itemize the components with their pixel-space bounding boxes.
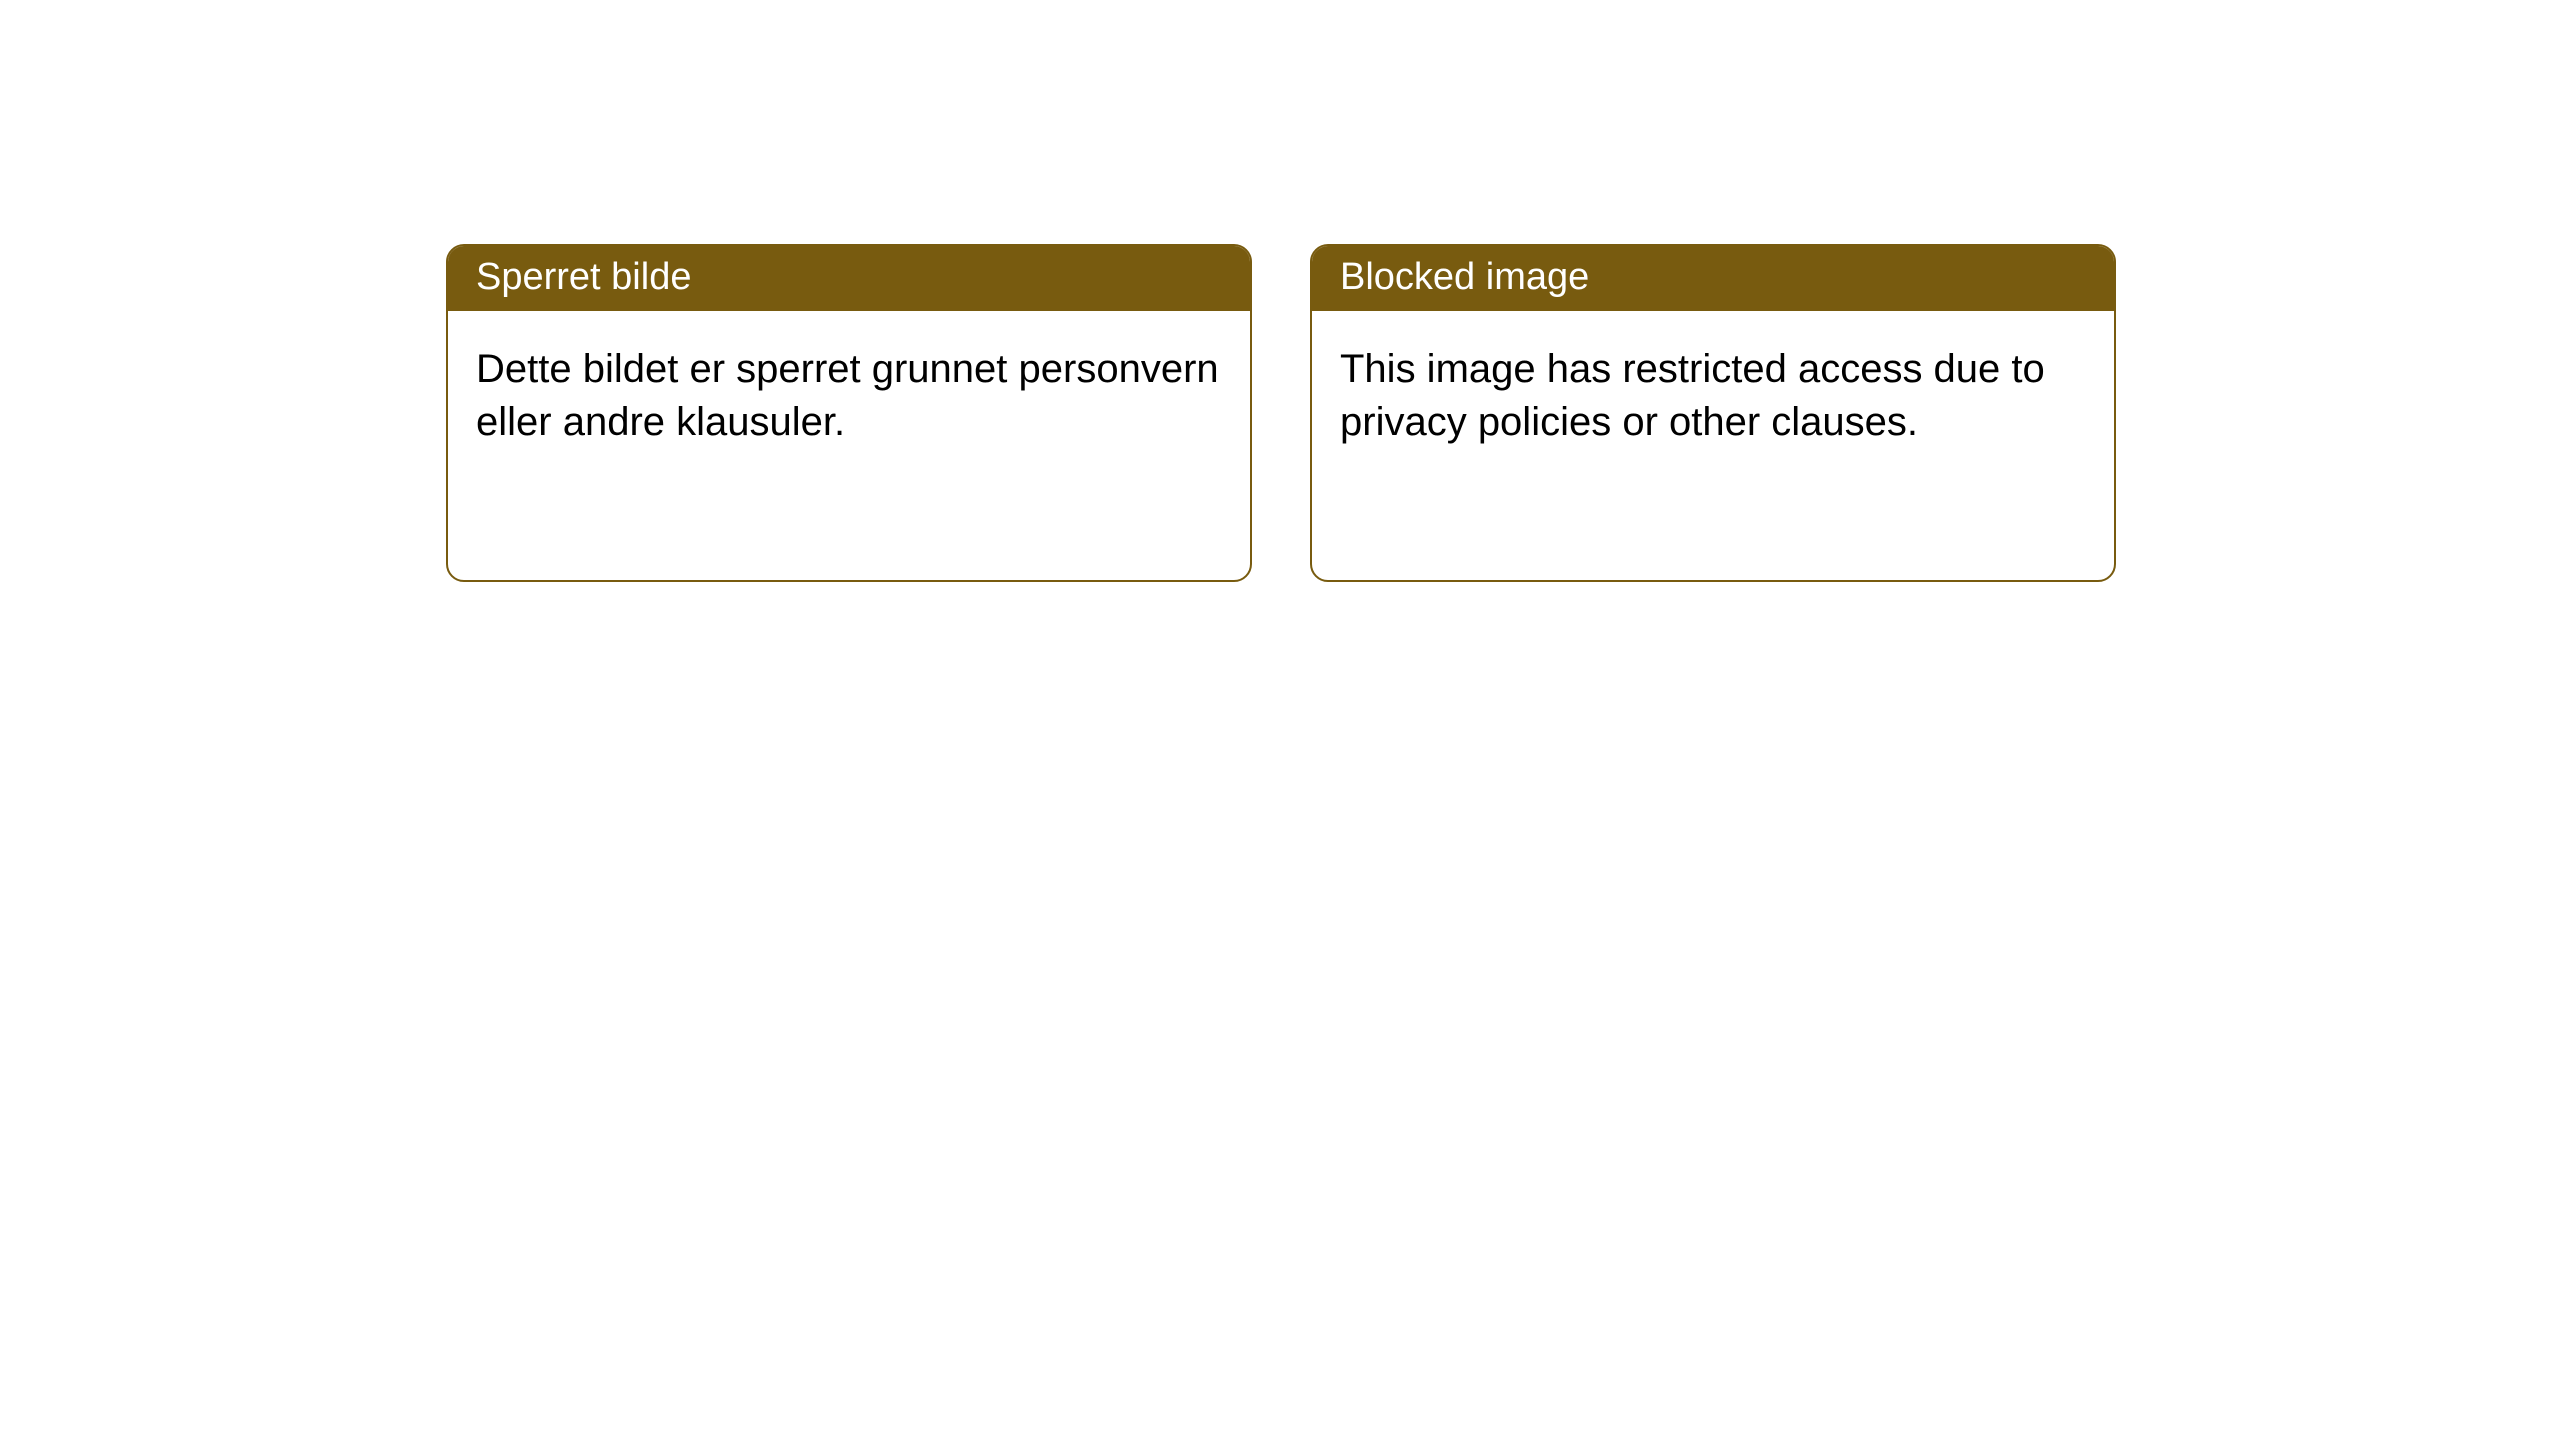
card-body-text: This image has restricted access due to … bbox=[1340, 347, 2045, 444]
card-header: Blocked image bbox=[1312, 246, 2114, 311]
card-title: Sperret bilde bbox=[476, 256, 691, 298]
notice-card-norwegian: Sperret bilde Dette bildet er sperret gr… bbox=[446, 244, 1252, 582]
card-body: Dette bildet er sperret grunnet personve… bbox=[448, 311, 1250, 481]
card-body-text: Dette bildet er sperret grunnet personve… bbox=[476, 347, 1219, 444]
notice-container: Sperret bilde Dette bildet er sperret gr… bbox=[0, 0, 2560, 582]
notice-card-english: Blocked image This image has restricted … bbox=[1310, 244, 2116, 582]
card-body: This image has restricted access due to … bbox=[1312, 311, 2114, 481]
card-header: Sperret bilde bbox=[448, 246, 1250, 311]
card-title: Blocked image bbox=[1340, 256, 1589, 298]
